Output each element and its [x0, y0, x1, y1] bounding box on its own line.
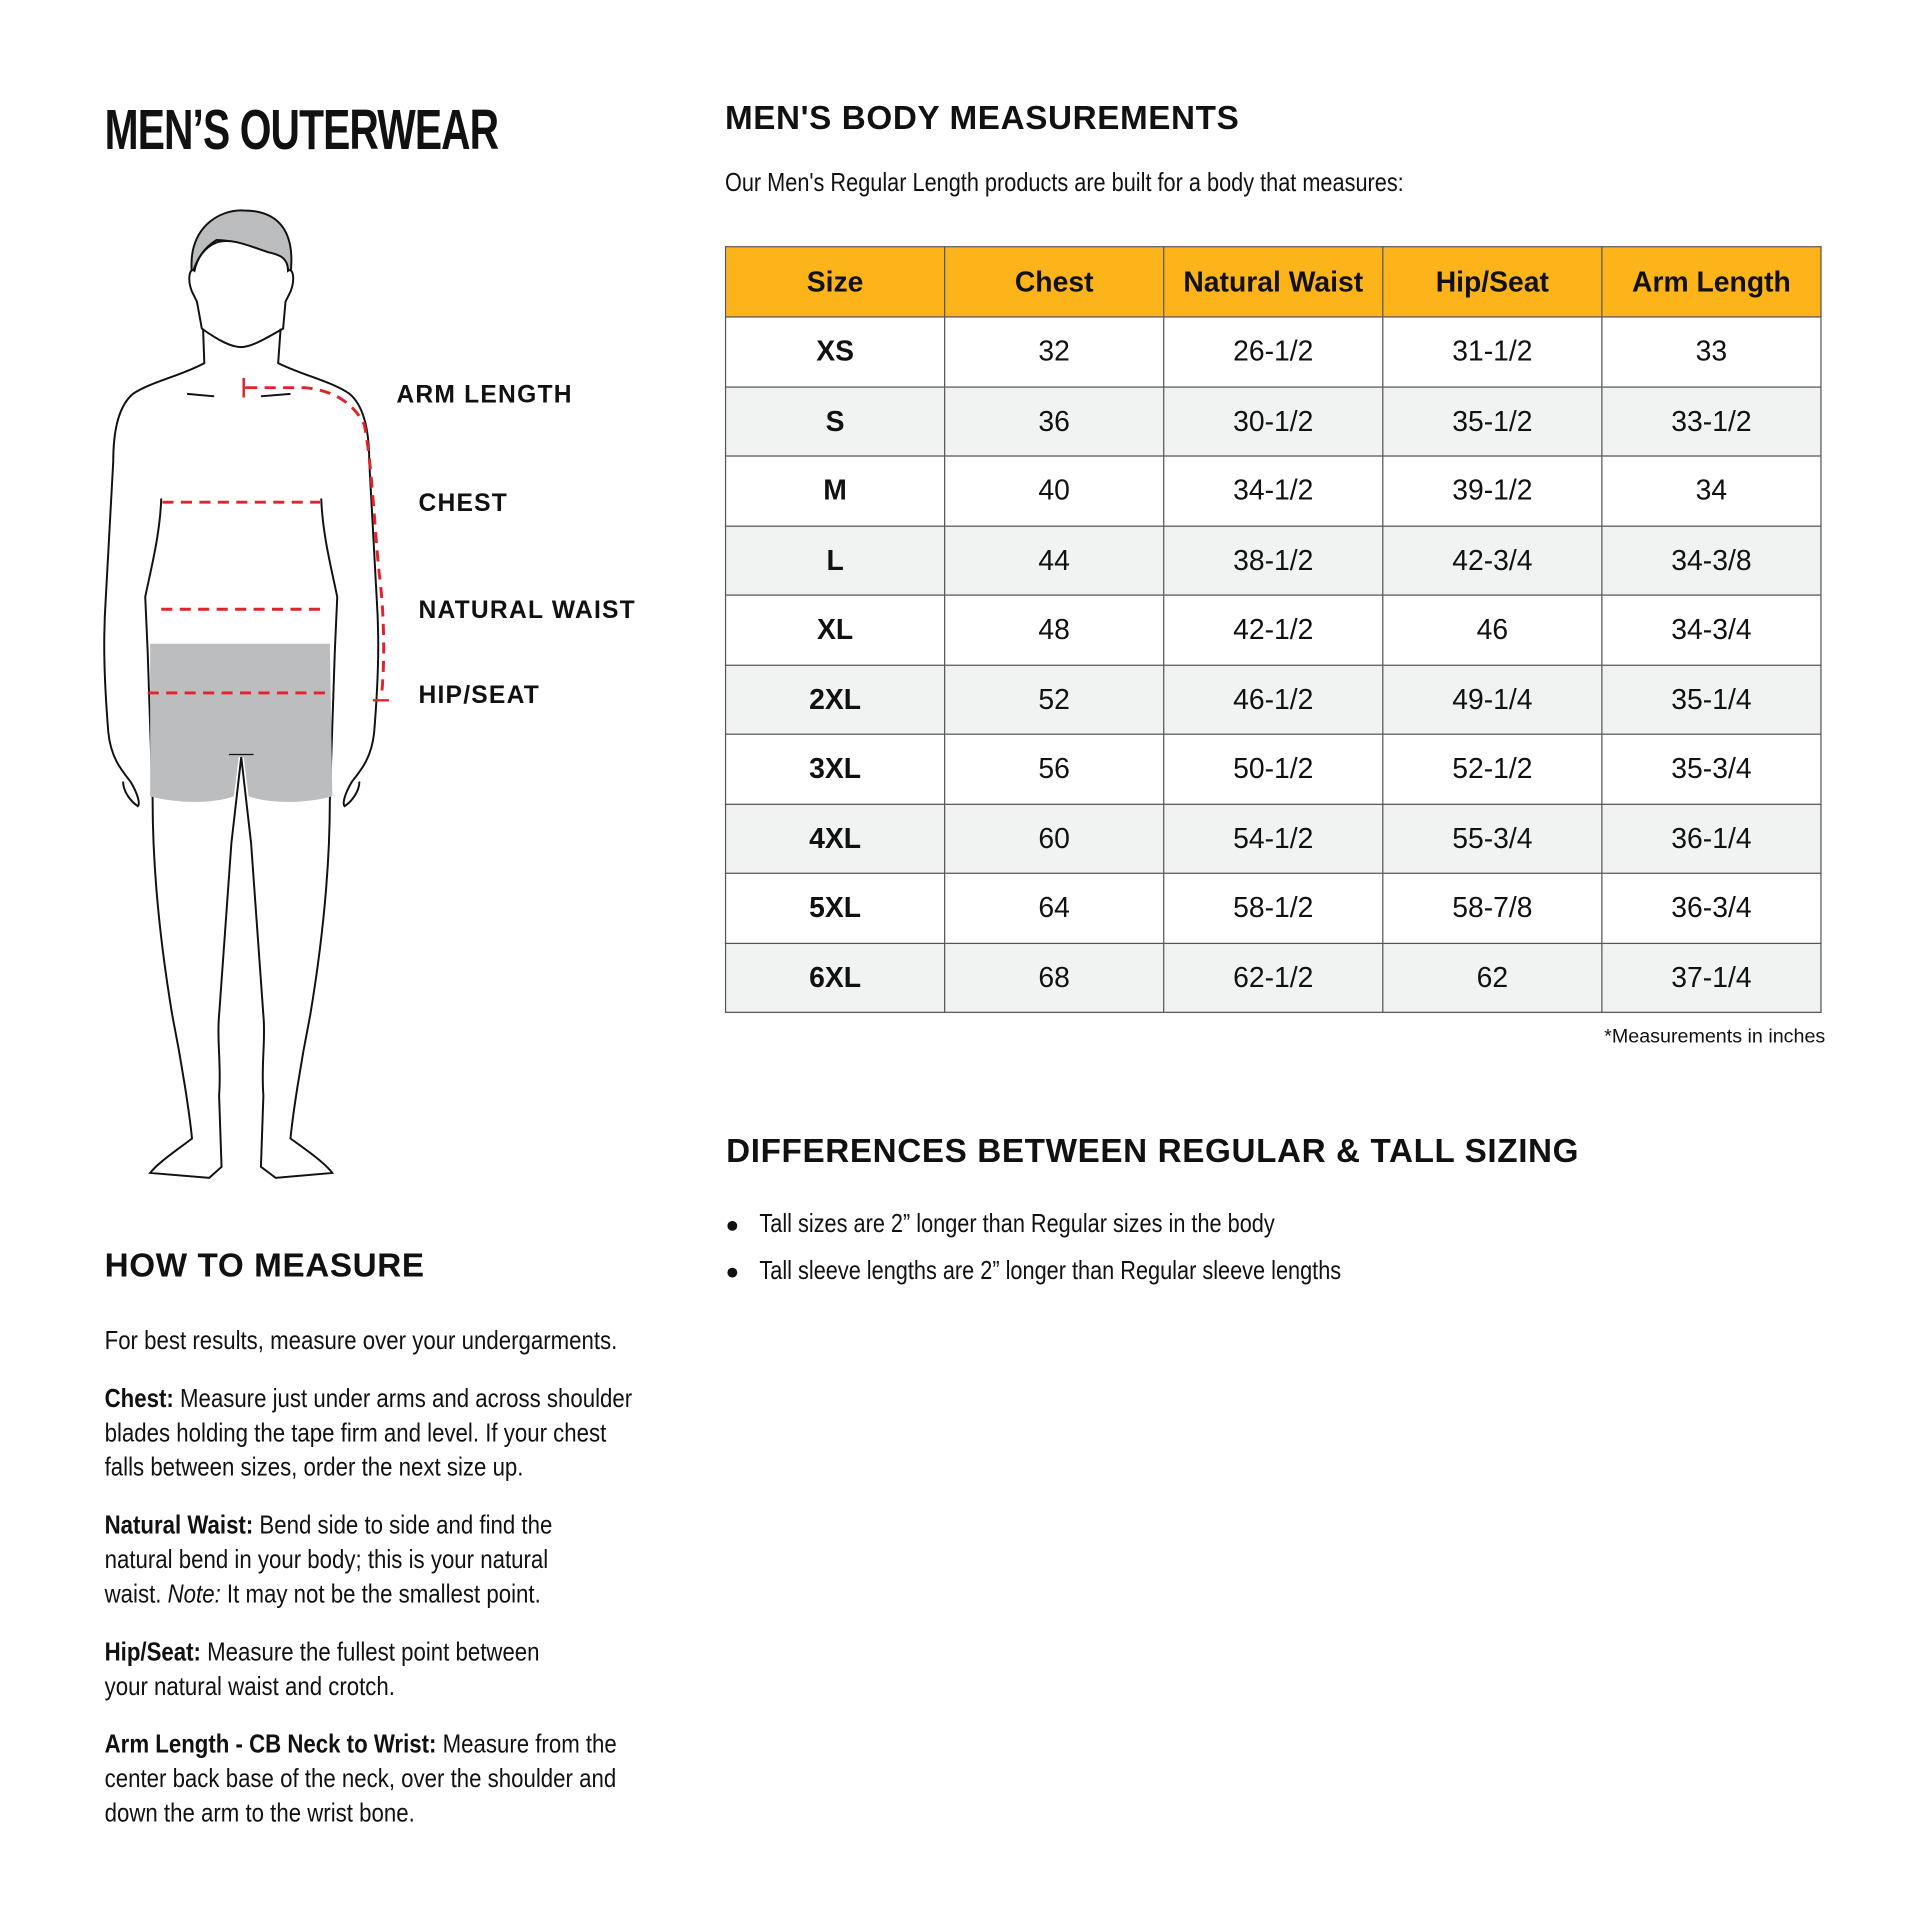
- page-title: MEN’S OUTERWEAR: [104, 97, 500, 162]
- differences-heading: DIFFERENCES BETWEEN REGULAR & TALL SIZIN…: [726, 1132, 1580, 1170]
- column-header: Arm Length: [1601, 246, 1822, 318]
- size-cell: XL: [724, 594, 946, 666]
- value-cell: 38-1/2: [1163, 524, 1384, 596]
- value-cell: 52-1/2: [1382, 733, 1603, 805]
- value-cell: 54-1/2: [1163, 803, 1384, 874]
- size-cell: M: [724, 455, 946, 527]
- size-cell: L: [724, 524, 946, 596]
- value-cell: 40: [944, 455, 1165, 527]
- column-header: Chest: [944, 246, 1165, 318]
- value-cell: 50-1/2: [1163, 733, 1384, 805]
- value-cell: 46: [1382, 594, 1603, 666]
- column-header: Hip/Seat: [1382, 246, 1603, 318]
- value-cell: 33-1/2: [1601, 385, 1822, 457]
- size-cell: 5XL: [724, 872, 946, 944]
- value-cell: 32: [944, 316, 1165, 388]
- shorts: [150, 643, 333, 802]
- value-cell: 46-1/2: [1163, 664, 1384, 735]
- label-hip-seat: HIP/SEAT: [418, 681, 541, 709]
- label-natural-waist: NATURAL WAIST: [418, 596, 636, 625]
- table-row: 5XL 64 58-1/2 58-7/8 36-3/4: [724, 872, 1822, 944]
- value-cell: 35-1/4: [1601, 664, 1822, 735]
- value-cell: 37-1/4: [1601, 942, 1822, 1013]
- list-item: Tall sleeve lengths are 2” longer than R…: [725, 1257, 1452, 1304]
- size-cell: 3XL: [724, 733, 946, 805]
- size-cell: XS: [724, 316, 946, 388]
- how-to-measure-text: For best results, measure over your unde…: [104, 1326, 633, 1828]
- size-cell: 2XL: [724, 664, 946, 735]
- measurements-heading: MEN'S BODY MEASUREMENTS: [724, 99, 1240, 137]
- value-cell: 34-3/8: [1601, 524, 1822, 596]
- value-cell: 62-1/2: [1163, 942, 1384, 1013]
- value-cell: 34-1/2: [1163, 455, 1384, 527]
- value-cell: 36-1/4: [1601, 803, 1822, 874]
- value-cell: 36-3/4: [1601, 872, 1822, 944]
- value-cell: 42-3/4: [1382, 524, 1603, 596]
- value-cell: 31-1/2: [1382, 316, 1603, 388]
- value-cell: 58-7/8: [1382, 872, 1603, 944]
- value-cell: 30-1/2: [1163, 385, 1384, 457]
- value-cell: 56: [944, 733, 1165, 805]
- value-cell: 35-3/4: [1601, 733, 1822, 805]
- footnote: *Measurements in inches: [1604, 1026, 1826, 1048]
- value-cell: 49-1/4: [1382, 664, 1603, 735]
- size-table: Size Chest Natural Waist Hip/Seat Arm Length…: [724, 246, 1822, 1013]
- head: [188, 240, 295, 349]
- table-row: 3XL 56 50-1/2 52-1/2 35-3/4: [724, 733, 1822, 805]
- value-cell: 55-3/4: [1382, 803, 1603, 874]
- value-cell: 60: [944, 803, 1165, 874]
- body-outline: [103, 328, 380, 808]
- value-cell: 52: [944, 664, 1165, 735]
- value-cell: 26-1/2: [1163, 316, 1384, 388]
- table-row: XL 48 42-1/2 46 34-3/4: [724, 594, 1822, 666]
- value-cell: 36: [944, 385, 1165, 457]
- value-cell: 48: [944, 594, 1165, 666]
- list-item: Tall sizes are 2” longer than Regular si…: [725, 1210, 1452, 1257]
- table-row: XS 32 26-1/2 31-1/2 33: [724, 316, 1822, 388]
- arm-length-line: [246, 386, 386, 696]
- table-row: S 36 30-1/2 35-1/2 33-1/2: [724, 385, 1822, 457]
- value-cell: 44: [944, 524, 1165, 596]
- table-row: 2XL 52 46-1/2 49-1/4 35-1/4: [724, 664, 1822, 735]
- table-row: 6XL 68 62-1/2 62 37-1/4: [724, 942, 1822, 1013]
- value-cell: 33: [1601, 316, 1822, 388]
- bullet-icon: [727, 1267, 738, 1278]
- value-cell: 39-1/2: [1382, 455, 1603, 527]
- measurements-subtitle: Our Men's Regular Length products are bu…: [724, 168, 1404, 197]
- column-header: Size: [724, 246, 946, 318]
- size-cell: 4XL: [724, 803, 946, 874]
- table-row: L 44 38-1/2 42-3/4 34-3/8: [724, 524, 1822, 596]
- body-figure: [103, 209, 389, 1179]
- value-cell: 42-1/2: [1163, 594, 1384, 666]
- value-cell: 68: [944, 942, 1165, 1013]
- value-cell: 64: [944, 872, 1165, 944]
- value-cell: 34: [1601, 455, 1822, 527]
- torso-sides: [144, 498, 339, 1179]
- how-to-measure-heading: HOW TO MEASURE: [104, 1246, 425, 1284]
- value-cell: 62: [1382, 942, 1603, 1013]
- size-cell: 6XL: [724, 942, 946, 1013]
- size-cell: S: [724, 385, 946, 457]
- value-cell: 35-1/2: [1382, 385, 1603, 457]
- differences-list: Tall sizes are 2” longer than Regular si…: [725, 1210, 1452, 1304]
- value-cell: 58-1/2: [1163, 872, 1384, 944]
- table-row: 4XL 60 54-1/2 55-3/4 36-1/4: [724, 803, 1822, 874]
- label-chest: CHEST: [418, 489, 509, 517]
- column-header: Natural Waist: [1163, 246, 1384, 318]
- table-header-row: Size Chest Natural Waist Hip/Seat Arm Length: [724, 246, 1822, 318]
- table-row: M 40 34-1/2 39-1/2 34: [724, 455, 1822, 527]
- bullet-icon: [727, 1220, 738, 1231]
- value-cell: 34-3/4: [1601, 594, 1822, 666]
- label-arm-length: ARM LENGTH: [396, 381, 573, 409]
